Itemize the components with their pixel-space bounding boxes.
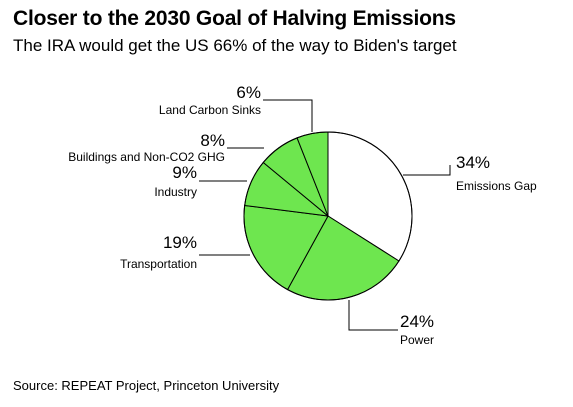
data-label-industry: 9%: [172, 163, 197, 182]
data-label-transportation: 19%: [163, 233, 197, 252]
data-label-power: 24%: [400, 312, 434, 331]
data-label-land-carbon-sinks: 6%: [236, 83, 261, 102]
leader-line-emissions-gap: [403, 165, 451, 176]
chart-subtitle: The IRA would get the US 66% of the way …: [13, 36, 457, 55]
leader-line-land-carbon-sinks: [263, 99, 313, 132]
chart-title: Closer to the 2030 Goal of Halving Emiss…: [13, 7, 456, 30]
category-label-industry: Industry: [154, 185, 197, 199]
data-label-buildings-and-non-co2-ghg: 8%: [200, 131, 225, 150]
category-label-emissions-gap: Emissions Gap: [456, 179, 537, 193]
source-note: Source: REPEAT Project, Princeton Univer…: [13, 378, 280, 393]
category-label-land-carbon-sinks: Land Carbon Sinks: [159, 103, 261, 117]
category-label-transportation: Transportation: [120, 257, 197, 271]
data-label-emissions-gap: 34%: [456, 153, 490, 172]
pie-outline: [243, 131, 413, 301]
leader-line-power: [348, 300, 398, 331]
pie-chart: 34% Emissions Gap 24% Power 19% Transportatio…: [68, 83, 537, 347]
category-label-buildings-and-non-co2-ghg: Buildings and Non-CO2 GHG: [68, 150, 225, 164]
category-label-power: Power: [400, 333, 434, 347]
